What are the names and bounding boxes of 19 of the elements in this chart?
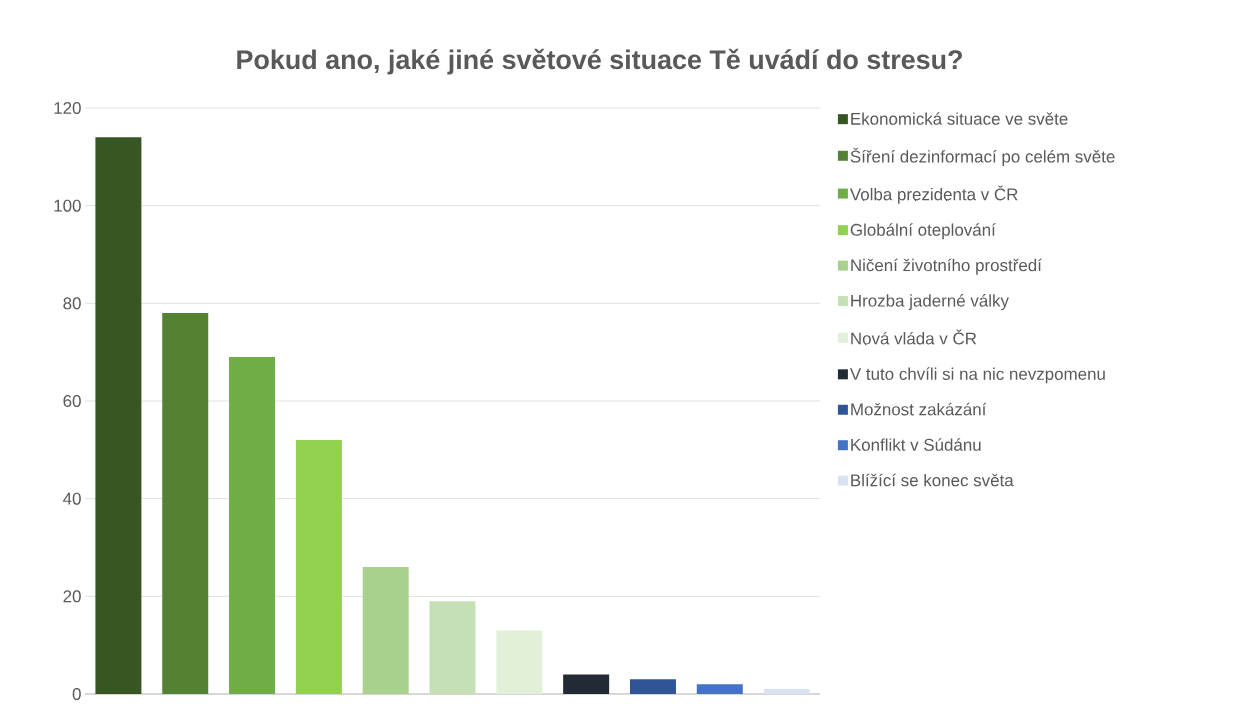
legend-label: Volba prezidenta v ČR <box>849 185 1018 204</box>
y-tick-label: 20 <box>63 590 81 603</box>
y-tick-label: 120 <box>54 101 81 114</box>
legend-label: Šíření dezinformací po celém světe <box>850 147 1115 166</box>
y-tick-label: 100 <box>54 199 81 212</box>
legend-label: Hrozba jaderné války <box>851 294 1009 311</box>
y-tick-label: 0 <box>72 688 81 700</box>
y-tick-label: 80 <box>63 297 81 310</box>
chart-title: Pokud ano, jaké jiné světové situace Tě uvádí do stresu? <box>237 48 962 75</box>
legend-label: Blížící se konec světa <box>851 473 1014 487</box>
legend-label: Konflikt v Súdánu <box>851 438 981 451</box>
legend-label: Ničení životního prostředí <box>851 258 1042 275</box>
y-tick-label: 40 <box>63 492 81 505</box>
legend-label: V tuto chvíli si na nic nevzpomenu <box>849 367 1105 384</box>
y-tick-label: 60 <box>63 395 81 407</box>
legend-label: Ekonomická situace ve světe <box>851 112 1068 125</box>
legend-label: Globální oteplování <box>850 223 996 240</box>
legend-label: Nová vláda v ČR <box>851 329 977 345</box>
legend-label: Možnost zakázání <box>851 402 987 416</box>
